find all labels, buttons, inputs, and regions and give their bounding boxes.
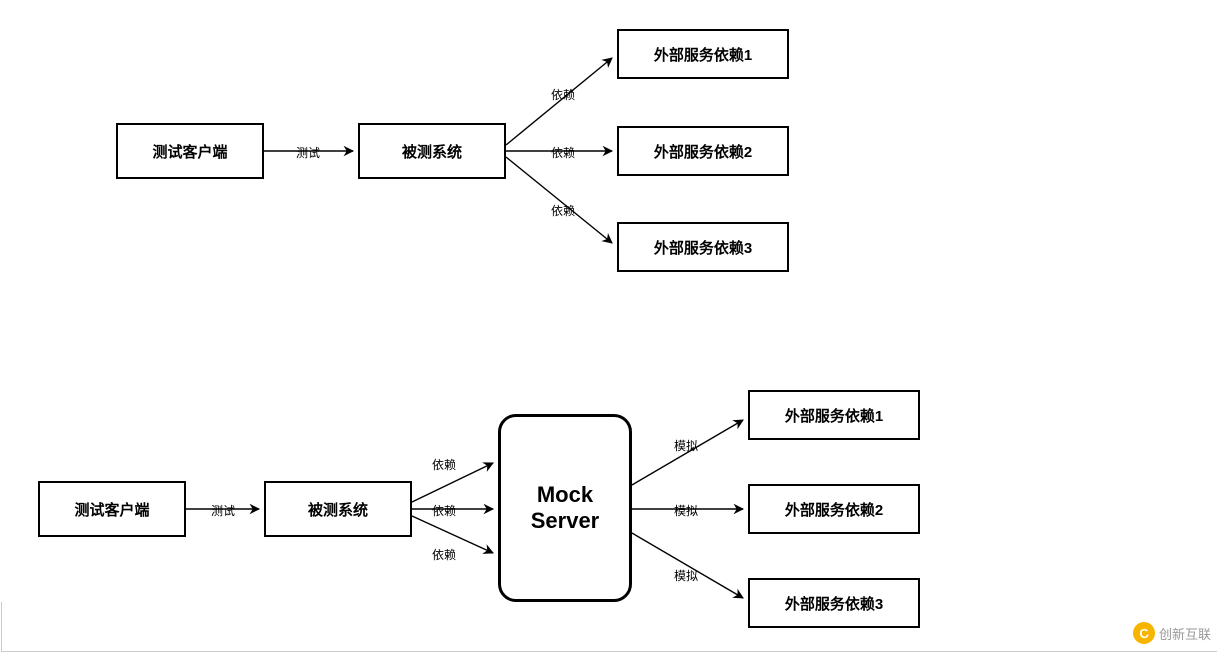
node-dep2-bottom: 外部服务依赖2 <box>748 484 920 534</box>
node-label: 测试客户端 <box>152 141 227 162</box>
node-label: 外部服务依赖2 <box>654 141 752 162</box>
edge-label: 依赖 <box>432 502 456 519</box>
node-mock-server: Mock Server <box>498 414 632 602</box>
border-left <box>1 602 2 652</box>
edge-sim3 <box>632 533 743 598</box>
edge-label: 测试 <box>296 144 320 161</box>
node-label: 被测系统 <box>308 499 368 520</box>
edge-label: 模拟 <box>674 437 698 454</box>
node-label: Mock Server <box>531 482 600 535</box>
node-dep1-top: 外部服务依赖1 <box>617 29 789 79</box>
edge-label: 依赖 <box>551 202 575 219</box>
node-test-client-top: 测试客户端 <box>116 123 264 179</box>
edge-label: 依赖 <box>432 546 456 563</box>
watermark: C 创新互联 <box>1133 622 1211 644</box>
node-dep2-top: 外部服务依赖2 <box>617 126 789 176</box>
node-label: 外部服务依赖1 <box>785 405 883 426</box>
watermark-text: 创新互联 <box>1159 624 1211 643</box>
node-dep3-bottom: 外部服务依赖3 <box>748 578 920 628</box>
node-dep3-top: 外部服务依赖3 <box>617 222 789 272</box>
watermark-logo-icon: C <box>1131 620 1156 645</box>
edge-label: 测试 <box>211 502 235 519</box>
edge-label: 依赖 <box>432 456 456 473</box>
node-label: 被测系统 <box>402 141 462 162</box>
node-sut-top: 被测系统 <box>358 123 506 179</box>
node-label: 外部服务依赖2 <box>785 499 883 520</box>
edge-label: 依赖 <box>551 144 575 161</box>
node-dep1-bottom: 外部服务依赖1 <box>748 390 920 440</box>
node-test-client-bottom: 测试客户端 <box>38 481 186 537</box>
node-label: 外部服务依赖1 <box>654 44 752 65</box>
node-label: 外部服务依赖3 <box>654 237 752 258</box>
edge-label: 模拟 <box>674 502 698 519</box>
edge-dep3-top <box>506 157 612 243</box>
node-label: 外部服务依赖3 <box>785 593 883 614</box>
edge-label: 模拟 <box>674 567 698 584</box>
node-label: 测试客户端 <box>74 499 149 520</box>
node-sut-bottom: 被测系统 <box>264 481 412 537</box>
edge-label: 依赖 <box>551 86 575 103</box>
